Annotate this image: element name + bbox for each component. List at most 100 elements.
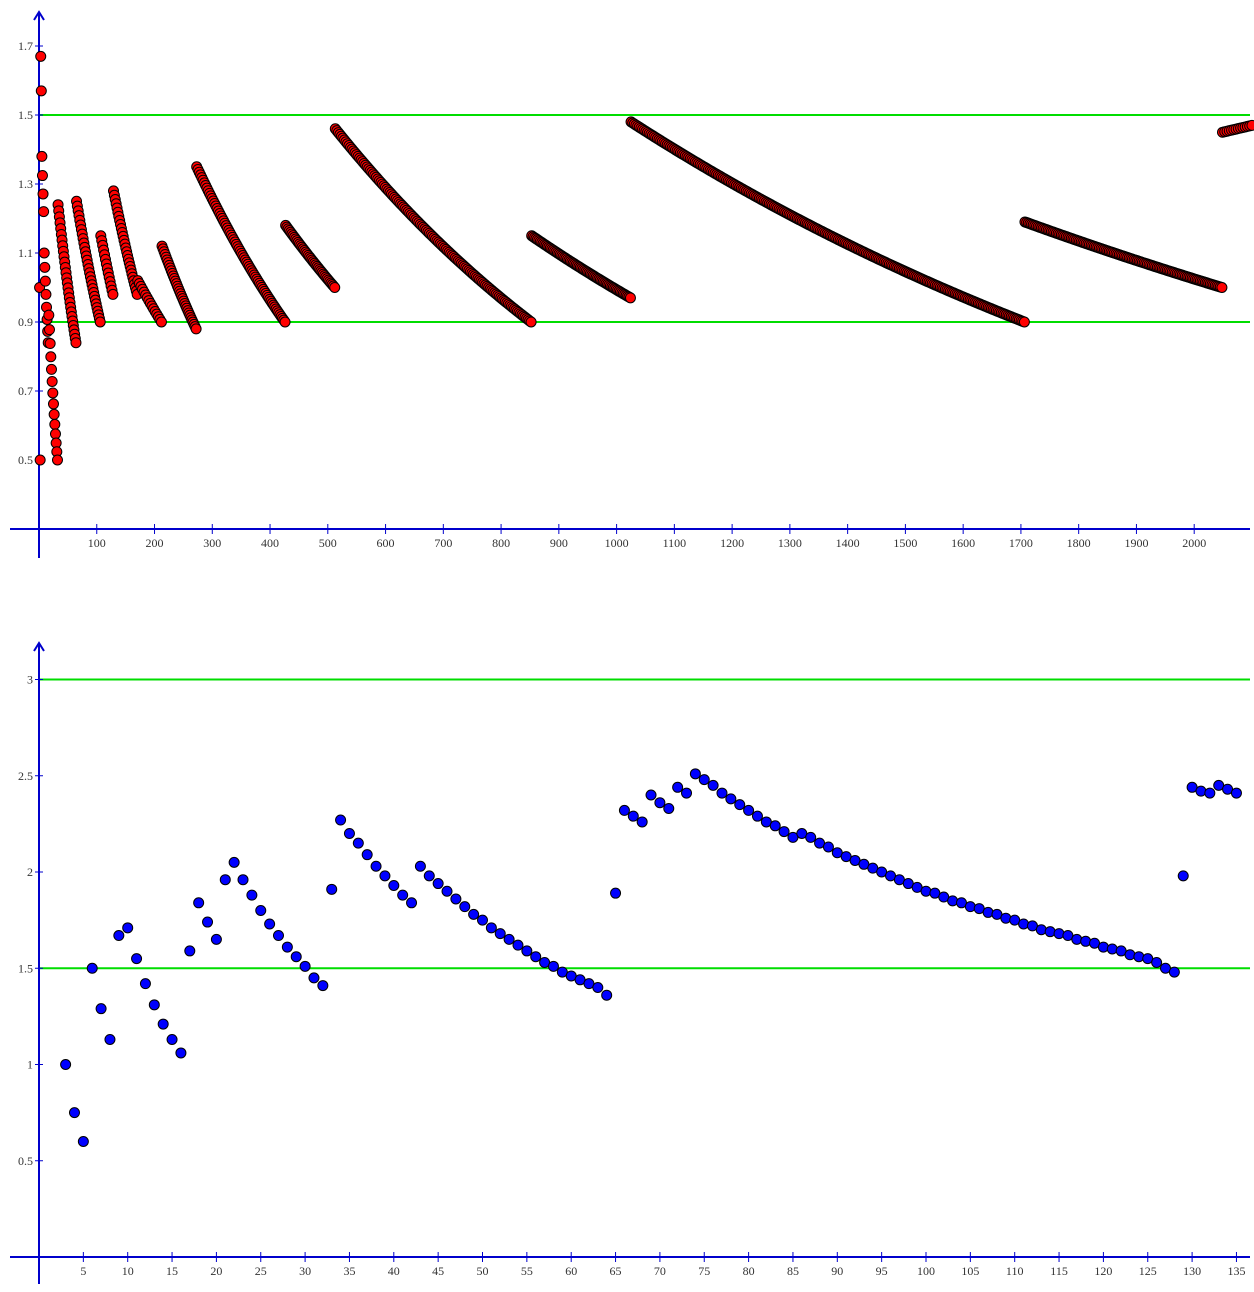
y-tick-label: 2 bbox=[27, 865, 33, 879]
x-tick-label: 10 bbox=[122, 1264, 134, 1278]
x-tick-label: 200 bbox=[146, 536, 164, 550]
data-point bbox=[255, 905, 267, 916]
x-tick-label: 65 bbox=[610, 1264, 622, 1278]
data-point bbox=[219, 874, 231, 886]
data-point bbox=[122, 922, 134, 934]
x-tick-label: 100 bbox=[88, 536, 106, 550]
data-point bbox=[49, 418, 61, 430]
data-point bbox=[406, 897, 418, 909]
x-tick-label: 50 bbox=[477, 1264, 489, 1278]
data-point bbox=[1230, 787, 1242, 799]
data-point bbox=[37, 188, 49, 200]
data-point bbox=[1177, 870, 1189, 882]
data-point bbox=[290, 951, 302, 963]
data-point bbox=[547, 960, 559, 972]
x-tick-label: 55 bbox=[521, 1264, 533, 1278]
data-point bbox=[618, 804, 630, 816]
x-tick-label: 30 bbox=[299, 1264, 311, 1278]
x-tick-label: 120 bbox=[1094, 1264, 1112, 1278]
data-point bbox=[107, 288, 119, 300]
data-point bbox=[39, 275, 51, 287]
data-point bbox=[60, 1059, 72, 1070]
data-point bbox=[166, 1033, 178, 1045]
data-point bbox=[45, 363, 57, 375]
x-tick-label: 400 bbox=[261, 536, 279, 550]
data-point bbox=[1168, 966, 1180, 978]
data-point bbox=[521, 945, 533, 957]
data-point bbox=[725, 793, 737, 805]
data-point bbox=[672, 781, 684, 793]
data-point bbox=[822, 841, 834, 853]
data-point bbox=[778, 826, 790, 838]
data-point bbox=[1204, 787, 1216, 799]
data-point bbox=[592, 982, 604, 993]
data-point bbox=[157, 1018, 169, 1030]
data-point bbox=[77, 1136, 89, 1147]
x-tick-label: 600 bbox=[377, 536, 395, 550]
data-point bbox=[1080, 935, 1092, 947]
data-point bbox=[175, 1047, 187, 1059]
x-tick-label: 15 bbox=[166, 1264, 178, 1278]
data-point bbox=[279, 316, 291, 328]
data-point bbox=[379, 870, 391, 882]
data-point bbox=[299, 960, 311, 972]
data-point bbox=[86, 962, 98, 974]
y-tick-label: 3 bbox=[27, 673, 33, 687]
y-tick-label: 1.7 bbox=[18, 39, 33, 53]
y-tick-label: 2.5 bbox=[18, 769, 33, 783]
data-point bbox=[272, 930, 284, 942]
data-point bbox=[38, 247, 50, 259]
data-point bbox=[397, 889, 409, 901]
data-point bbox=[485, 922, 497, 934]
data-point bbox=[343, 828, 355, 839]
data-point bbox=[920, 885, 932, 897]
data-point bbox=[1035, 924, 1047, 936]
data-point bbox=[459, 901, 471, 913]
data-point bbox=[716, 787, 728, 799]
data-point bbox=[1071, 933, 1083, 945]
data-point bbox=[441, 885, 453, 897]
data-point bbox=[43, 324, 55, 336]
data-point bbox=[68, 1107, 80, 1119]
x-tick-label: 115 bbox=[1050, 1264, 1068, 1278]
data-point bbox=[698, 774, 710, 786]
x-tick-label: 5 bbox=[80, 1264, 86, 1278]
data-point bbox=[689, 768, 701, 780]
data-point bbox=[352, 837, 364, 849]
data-point bbox=[601, 989, 613, 1001]
data-point bbox=[707, 779, 719, 791]
data-point bbox=[36, 150, 48, 162]
y-tick-label: 1.5 bbox=[18, 961, 33, 975]
x-tick-label: 900 bbox=[550, 536, 568, 550]
data-point bbox=[964, 901, 976, 913]
x-tick-label: 125 bbox=[1139, 1264, 1157, 1278]
data-point bbox=[35, 50, 47, 62]
data-point bbox=[39, 261, 51, 273]
x-tick-label: 2000 bbox=[1182, 536, 1206, 550]
data-point bbox=[468, 908, 480, 920]
data-point bbox=[423, 870, 435, 882]
x-tick-label: 1300 bbox=[778, 536, 802, 550]
data-point bbox=[246, 889, 258, 901]
data-point bbox=[40, 288, 52, 300]
data-point bbox=[530, 951, 542, 963]
data-point bbox=[1106, 943, 1118, 955]
data-point bbox=[610, 887, 622, 899]
data-point bbox=[805, 831, 817, 843]
data-point bbox=[388, 879, 400, 891]
x-tick-label: 1400 bbox=[836, 536, 860, 550]
y-tick-label: 0.7 bbox=[18, 384, 33, 398]
y-axis-arrow bbox=[33, 10, 45, 21]
x-tick-label: 20 bbox=[210, 1264, 222, 1278]
x-tick-label: 800 bbox=[492, 536, 510, 550]
x-tick-label: 25 bbox=[255, 1264, 267, 1278]
data-point bbox=[45, 351, 57, 363]
data-point bbox=[308, 972, 320, 984]
x-tick-label: 60 bbox=[565, 1264, 577, 1278]
data-point bbox=[155, 316, 167, 328]
data-point bbox=[46, 375, 58, 387]
data-point bbox=[281, 941, 293, 953]
data-point bbox=[104, 1033, 116, 1045]
data-point bbox=[193, 897, 205, 909]
